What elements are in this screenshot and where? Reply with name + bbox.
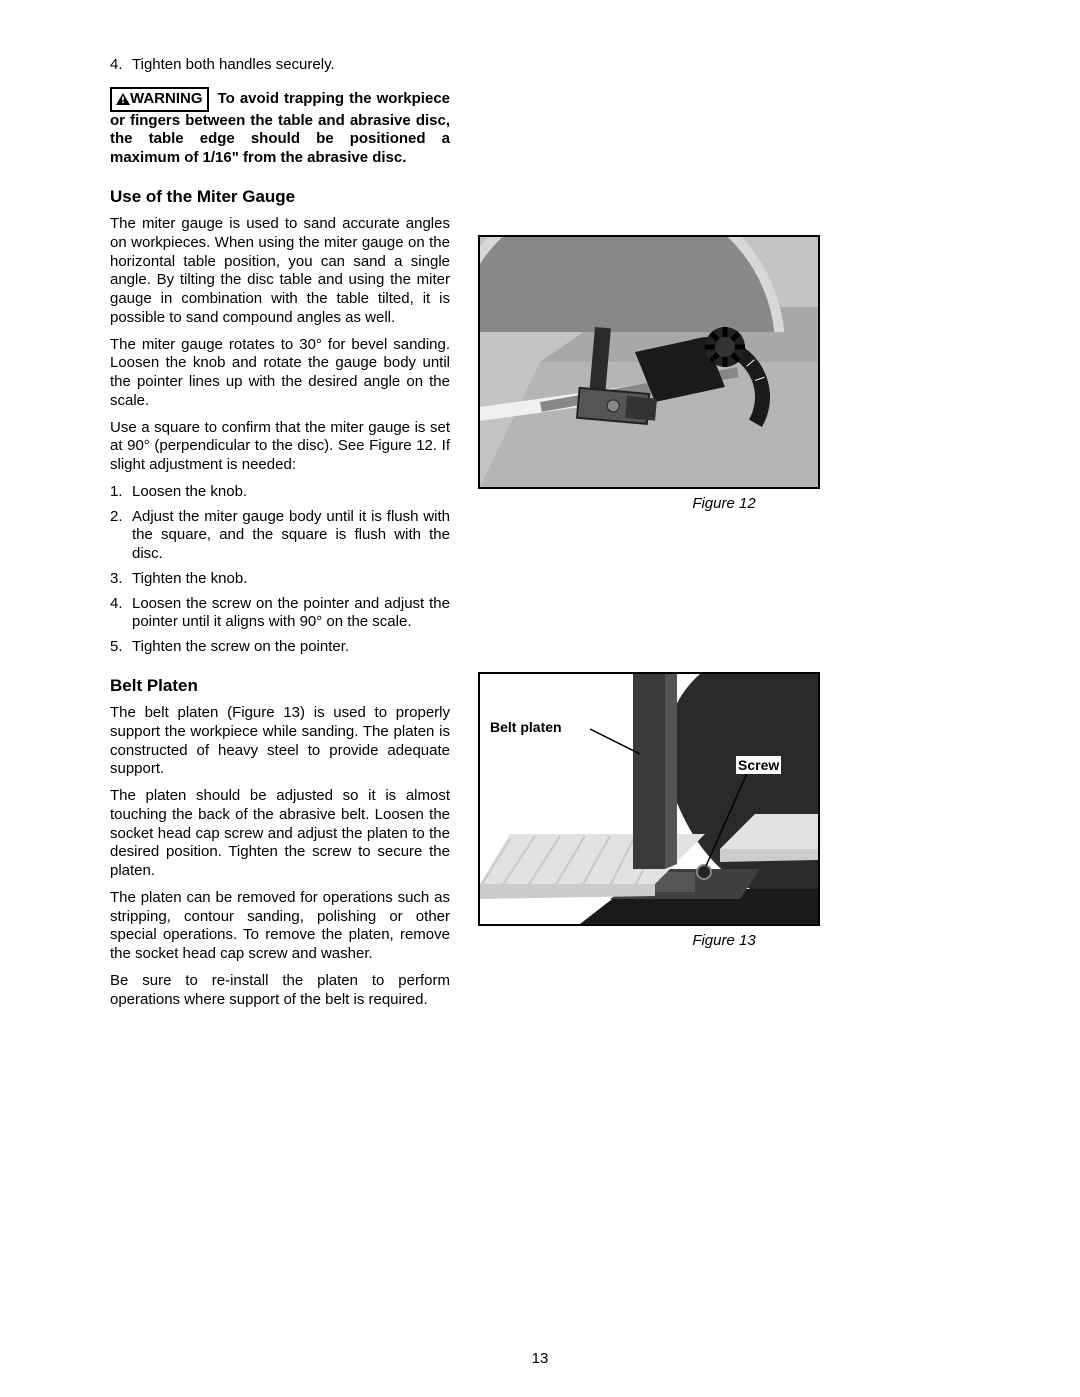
paragraph: Be sure to re-install the platen to perf… xyxy=(110,972,450,1010)
figure-12-svg xyxy=(480,237,818,487)
list-text: Loosen the screw on the pointer and adju… xyxy=(132,595,450,633)
page-number: 13 xyxy=(0,1350,1080,1367)
warning-paragraph: WARNING To avoid trapping the workpiece … xyxy=(110,87,450,168)
figure-label-screw: Screw xyxy=(736,756,781,774)
right-column: Figure 12 xyxy=(478,50,970,1017)
list-text: Tighten the screw on the pointer. xyxy=(132,638,450,657)
list-number: 2. xyxy=(110,508,132,564)
figure-12-caption: Figure 12 xyxy=(478,495,970,512)
list-number: 5. xyxy=(110,638,132,657)
figure-label-belt-platen: Belt platen xyxy=(488,718,564,736)
list-number: 4. xyxy=(110,56,132,75)
alert-icon xyxy=(116,93,130,105)
list-text: Tighten both handles securely. xyxy=(132,56,450,75)
left-column: 4. Tighten both handles securely. WARNIN… xyxy=(110,50,450,1017)
list-item: 5. Tighten the screw on the pointer. xyxy=(110,638,450,657)
warning-label: WARNING xyxy=(130,90,203,107)
list-item: 2. Adjust the miter gauge body until it … xyxy=(110,508,450,564)
list-item: 4. Loosen the screw on the pointer and a… xyxy=(110,595,450,633)
list-number: 3. xyxy=(110,570,132,589)
list-text: Loosen the knob. xyxy=(132,483,450,502)
section-heading-belt: Belt Platen xyxy=(110,675,450,696)
list-number: 4. xyxy=(110,595,132,633)
paragraph: The platen can be removed for operations… xyxy=(110,889,450,964)
figure-13: Belt platen Screw xyxy=(478,672,820,926)
section-heading-miter: Use of the Miter Gauge xyxy=(110,186,450,207)
list-number: 1. xyxy=(110,483,132,502)
list-item: 1. Loosen the knob. xyxy=(110,483,450,502)
ordered-list: 1. Loosen the knob. 2. Adjust the miter … xyxy=(110,483,450,657)
figure-12 xyxy=(478,235,820,489)
paragraph: The miter gauge is used to sand accurate… xyxy=(110,215,450,328)
figure-13-caption: Figure 13 xyxy=(478,932,970,949)
list-text: Adjust the miter gauge body until it is … xyxy=(132,508,450,564)
list-text: Tighten the knob. xyxy=(132,570,450,589)
paragraph: The belt platen (Figure 13) is used to p… xyxy=(110,704,450,779)
warning-badge: WARNING xyxy=(110,87,209,112)
manual-page: 4. Tighten both handles securely. WARNIN… xyxy=(0,0,1080,1397)
figure-13-svg xyxy=(480,674,818,924)
list-item: 4. Tighten both handles securely. xyxy=(110,56,450,75)
list-item: 3. Tighten the knob. xyxy=(110,570,450,589)
paragraph: The miter gauge rotates to 30° for bevel… xyxy=(110,336,450,411)
paragraph: Use a square to confirm that the miter g… xyxy=(110,419,450,475)
paragraph: The platen should be adjusted so it is a… xyxy=(110,787,450,881)
